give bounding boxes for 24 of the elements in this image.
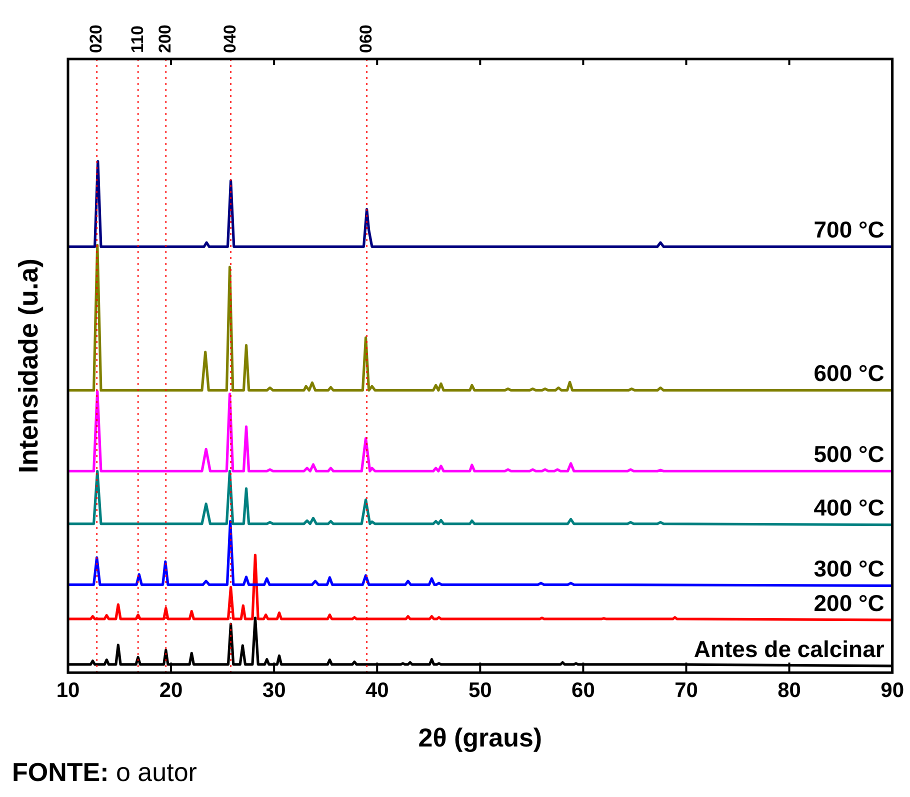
x-tick-label: 30 — [262, 678, 286, 702]
x-tick-label: 90 — [880, 678, 904, 702]
text: 020 — [86, 24, 106, 53]
y-axis-title: Intensidade (u.a) — [13, 258, 44, 474]
text: 060 — [356, 24, 376, 53]
x-tick-label: 70 — [674, 678, 698, 702]
text: 040 — [220, 24, 240, 53]
x-axis-title: 2θ (graus) — [418, 722, 542, 753]
series-label: 200 °C — [814, 590, 884, 616]
x-tick-label: 80 — [778, 678, 801, 702]
x-tick-label: 10 — [56, 678, 80, 702]
series-label: 700 °C — [814, 216, 884, 243]
x-tick-label: 60 — [572, 678, 595, 702]
series-label: 400 °C — [814, 494, 884, 521]
series-label: 500 °C — [814, 440, 884, 467]
text: 200 — [156, 24, 175, 53]
x-tick-label: 20 — [159, 678, 183, 702]
series-label: 300 °C — [814, 556, 884, 582]
source-note: FONTE: o autor — [12, 757, 197, 788]
text: 110 — [128, 26, 147, 53]
series-label: 600 °C — [814, 360, 884, 386]
x-tick-label: 50 — [468, 678, 492, 702]
x-tick-label: 40 — [365, 678, 389, 702]
series-label: Antes de calcinar — [694, 636, 884, 662]
